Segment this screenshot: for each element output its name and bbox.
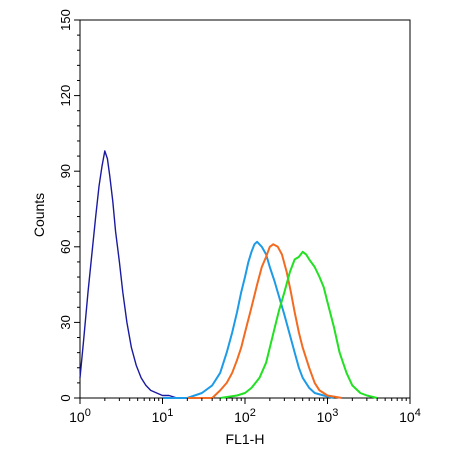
series-line-1 [79,150,202,399]
x-tick-label: 103 [317,407,339,425]
series-layer [79,150,378,399]
ticks-layer: 0 30 60 90 120 150 100 101 102 103 104 [58,9,421,425]
y-tick-label: 0 [58,394,73,401]
plot-border [79,19,411,399]
y-tick-label: 150 [58,9,73,31]
y-tick-label: 90 [58,164,73,178]
series-line-2 [162,240,335,399]
x-tick-label: 104 [399,407,421,425]
y-tick-label: 120 [58,85,73,107]
series-line-3 [187,243,343,399]
y-tick-label: 30 [58,315,73,329]
x-tick-label: 101 [152,407,174,425]
series-line-4 [220,250,378,399]
x-tick-label: 102 [234,407,256,425]
y-axis-label: Counts [31,193,47,237]
y-tick-label: 60 [58,240,73,254]
x-axis-label: FL1-H [226,431,265,447]
plot-frame [79,19,411,399]
x-tick-label: 100 [69,407,91,425]
